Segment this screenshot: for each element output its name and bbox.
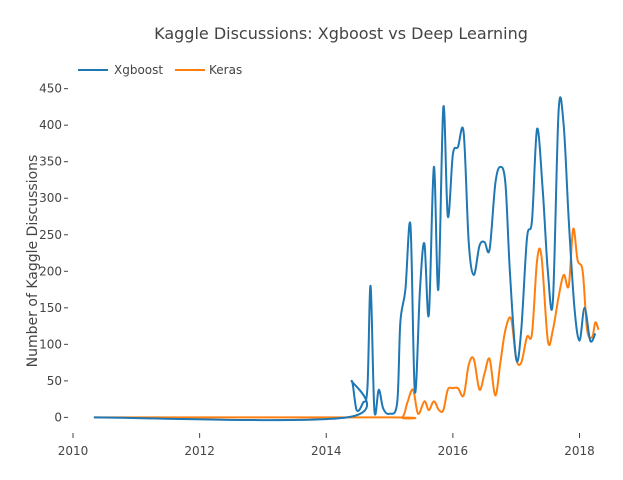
legend-item-xgboost[interactable]: Xgboost <box>78 63 163 77</box>
y-tick-label: 250 <box>39 228 62 242</box>
y-tick-label: 100 <box>39 337 62 351</box>
legend-label-keras: Keras <box>209 63 242 77</box>
y-tick-label: 0 <box>54 410 62 424</box>
y-tick-label: 150 <box>39 301 62 315</box>
plot-area[interactable] <box>93 96 600 422</box>
x-tick-label: 2014 <box>311 444 342 458</box>
legend-item-keras[interactable]: Keras <box>175 63 242 77</box>
y-axis-title: Number of Kaggle Discussions <box>25 155 41 368</box>
x-axis: 2010 2012 2014 2016 2018 <box>58 433 595 458</box>
y-axis: 0 50 100 150 200 250 300 350 400 450 <box>39 82 68 424</box>
chart-title: Kaggle Discussions: Xgboost vs Deep Lear… <box>154 24 528 43</box>
x-tick-label: 2016 <box>438 444 469 458</box>
y-tick-label: 400 <box>39 118 62 132</box>
legend[interactable]: Xgboost Keras <box>78 63 242 77</box>
y-tick-label: 50 <box>47 374 62 388</box>
x-tick-label: 2012 <box>184 444 215 458</box>
series-line-xgboost[interactable] <box>93 96 597 422</box>
legend-label-xgboost: Xgboost <box>114 63 163 77</box>
y-tick-label: 350 <box>39 155 62 169</box>
y-tick-label: 200 <box>39 264 62 278</box>
series-line-keras[interactable] <box>93 227 600 420</box>
x-tick-label: 2010 <box>58 444 89 458</box>
y-tick-label: 300 <box>39 191 62 205</box>
x-tick-label: 2018 <box>564 444 595 458</box>
y-tick-label: 450 <box>39 82 62 96</box>
